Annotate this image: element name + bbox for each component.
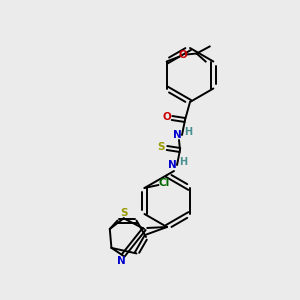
Text: N: N <box>117 256 125 266</box>
Text: S: S <box>157 142 165 152</box>
Text: N: N <box>168 160 176 170</box>
Text: O: O <box>163 112 171 122</box>
Text: H: H <box>179 157 187 167</box>
Text: O: O <box>178 50 187 61</box>
Text: N: N <box>172 130 182 140</box>
Text: S: S <box>120 208 127 218</box>
Text: Cl: Cl <box>159 178 170 188</box>
Text: H: H <box>184 127 192 137</box>
